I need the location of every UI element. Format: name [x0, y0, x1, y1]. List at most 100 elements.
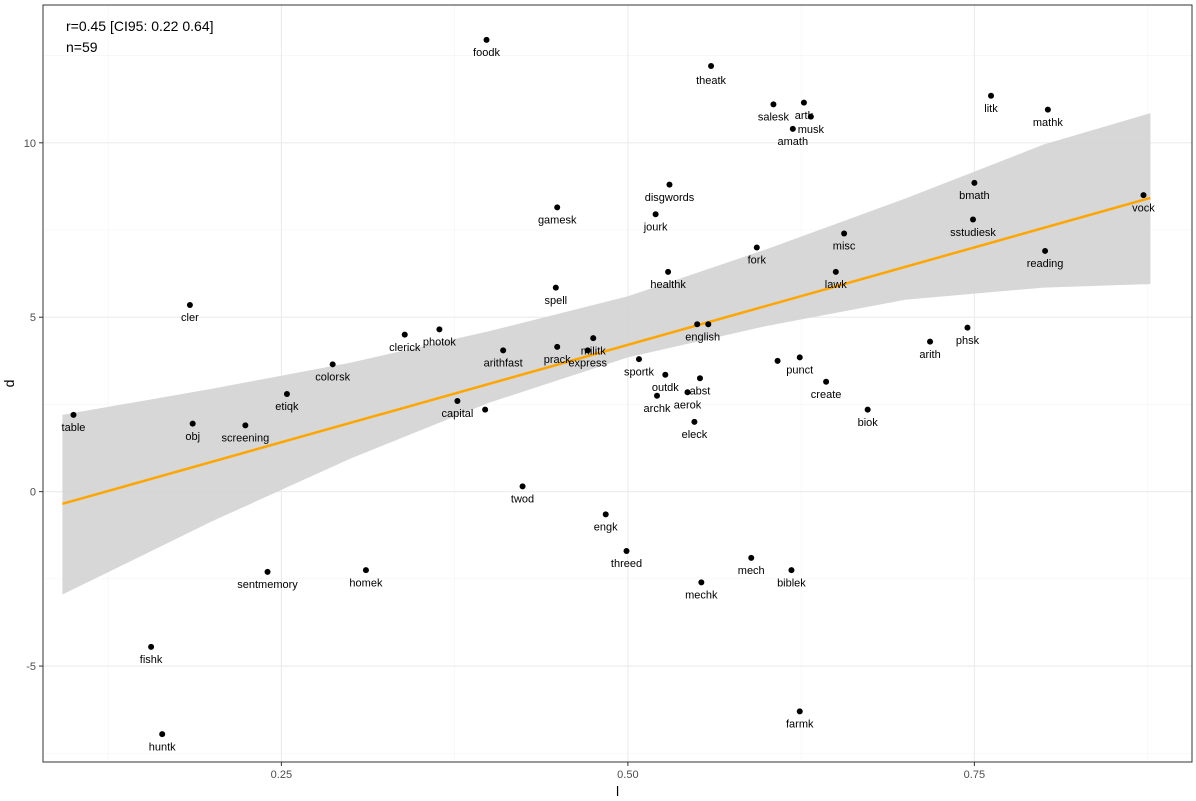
point-label-gamesk: gamesk — [538, 215, 577, 227]
point-label-twod: twod — [511, 494, 534, 506]
point-label-fork: fork — [748, 255, 767, 267]
data-point-prack — [554, 343, 561, 350]
data-point-artk — [800, 99, 807, 106]
regression-line — [62, 196, 1151, 506]
data-point-vock — [1140, 192, 1147, 199]
point-label-mathk: mathk — [1033, 117, 1063, 129]
data-point-punct2 — [774, 357, 781, 364]
confidence-band — [62, 113, 1151, 595]
data-point-phsk — [964, 324, 971, 331]
point-label-amath: amath — [778, 136, 809, 148]
data-point-homek — [362, 567, 369, 574]
data-point-abst — [696, 375, 703, 382]
point-label-huntk: huntk — [149, 741, 176, 753]
points-group — [70, 36, 1147, 738]
data-point-sstudiesk — [970, 216, 977, 223]
data-point-biblek — [788, 567, 795, 574]
point-label-sportk: sportk — [624, 366, 654, 378]
data-point-sportk — [635, 356, 642, 363]
point-label-mech: mech — [738, 565, 765, 577]
data-point-engk — [602, 511, 609, 518]
data-point-reading — [1042, 247, 1049, 254]
point-label-reading: reading — [1027, 258, 1064, 270]
x-tick-label: 0.50 — [617, 769, 638, 781]
y-tick-label: 0 — [30, 487, 36, 499]
data-point-twod — [519, 483, 526, 490]
data-point-misc — [841, 230, 848, 237]
data-point-aerok — [684, 389, 691, 396]
data-point-punct — [796, 354, 803, 361]
data-point-mathk — [1044, 106, 1051, 113]
data-point-cler — [186, 302, 193, 309]
point-label-prack: prack — [544, 354, 571, 366]
data-point-biok — [864, 406, 871, 413]
point-label-biok: biok — [858, 417, 879, 429]
data-point-farmk — [796, 708, 803, 715]
point-label-archk: archk — [644, 403, 671, 415]
data-point-etiqk — [283, 390, 290, 397]
data-point-fork — [753, 244, 760, 251]
data-point-eleck — [691, 418, 698, 425]
point-label-screening: screening — [222, 433, 270, 445]
point-label-table: table — [62, 422, 86, 434]
panel-border — [42, 4, 1193, 763]
data-point-table — [70, 411, 77, 418]
x-axis-title: l — [616, 783, 619, 799]
point-label-create: create — [811, 389, 842, 401]
point-label-litk: litk — [984, 103, 998, 115]
point-label-express: express — [568, 358, 607, 370]
point-label-clerick: clerick — [389, 342, 421, 354]
data-point-healthk — [665, 268, 672, 275]
data-point-screening — [242, 422, 249, 429]
point-label-musk: musk — [798, 124, 825, 136]
data-point-lawk — [832, 268, 839, 275]
y-tick-label: -5 — [26, 661, 36, 673]
point-label-theatk: theatk — [696, 75, 726, 87]
point-label-arithfast: arithfast — [484, 358, 523, 370]
panel-background — [43, 5, 1192, 762]
point-label-threed: threed — [611, 558, 642, 570]
data-point-jourk — [652, 211, 659, 218]
confidence-band-group — [62, 113, 1151, 595]
point-label-phsk: phsk — [956, 335, 980, 347]
point-label-mechk: mechk — [685, 590, 718, 602]
data-point-arithfast — [500, 347, 507, 354]
point-label-salesk: salesk — [758, 112, 790, 124]
point-label-engk: engk — [594, 522, 618, 534]
point-label-healthk: healthk — [650, 279, 686, 291]
point-label-fishk: fishk — [140, 654, 163, 666]
data-point-capital — [454, 397, 461, 404]
data-point-photok — [436, 326, 443, 333]
data-point-fishk — [148, 643, 155, 650]
data-point-english — [694, 321, 701, 328]
grid — [43, 5, 1192, 762]
axes: 0.25 0.50 0.75 -5 0 5 10 — [24, 138, 985, 781]
point-label-vock: vock — [1132, 202, 1155, 214]
point-label-farmk: farmk — [786, 719, 814, 731]
data-point-militk — [590, 335, 597, 342]
data-point-bmath — [971, 179, 978, 186]
data-point-spell — [552, 284, 559, 291]
fit-line-group — [62, 196, 1151, 506]
data-point-mech — [748, 554, 755, 561]
point-label-jourk: jourk — [643, 222, 668, 234]
point-label-foodk: foodk — [473, 47, 500, 59]
point-label-arith: arith — [919, 349, 940, 361]
data-point-arith — [927, 338, 934, 345]
point-label-misc: misc — [833, 241, 856, 253]
y-tick-label: 5 — [30, 312, 36, 324]
point-label-english: english — [685, 331, 720, 343]
point-label-lawk: lawk — [825, 279, 848, 291]
data-point-threed — [623, 547, 630, 554]
data-point-archk — [654, 392, 661, 399]
point-label-capital: capital — [442, 408, 474, 420]
correlation-annotation: r=0.45 [CI95: 0.22 0.64] — [66, 18, 214, 34]
data-point-obj — [189, 420, 196, 427]
data-point-huntk — [159, 731, 166, 738]
data-point-express — [584, 347, 591, 354]
data-point-disgwords — [666, 181, 673, 188]
point-label-outdk: outdk — [652, 382, 679, 394]
data-point-clerick — [401, 331, 408, 338]
